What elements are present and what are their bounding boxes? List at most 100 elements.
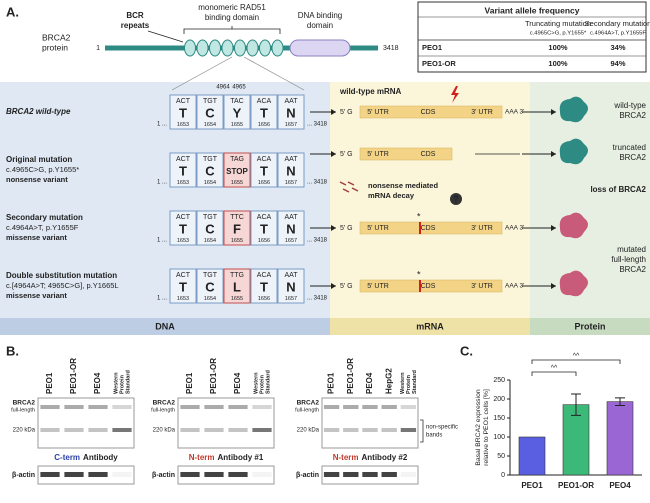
label: BRCA2: [619, 265, 646, 274]
amino-acid: N: [286, 105, 295, 120]
label: 220 kDa: [297, 428, 320, 434]
label: β-actin: [152, 472, 175, 479]
codon-box: [169, 94, 197, 130]
lane-label: Standard: [125, 370, 131, 394]
codon-position: 1653: [177, 180, 189, 186]
band: [362, 472, 378, 477]
label: mRNA decay: [368, 191, 415, 200]
label: β-actin: [12, 472, 35, 479]
amino-acid: T: [179, 279, 187, 294]
label: full-length: [11, 407, 35, 413]
label: 3' UTR: [471, 225, 493, 232]
y-tick-label: 50: [497, 453, 505, 460]
label: β-actin: [296, 472, 319, 479]
protein-blob: [559, 96, 588, 123]
band: [40, 405, 60, 409]
band: [228, 428, 248, 432]
y-tick-label: 150: [493, 415, 505, 422]
band: [88, 405, 108, 409]
codon: TAG: [230, 156, 244, 163]
codon-box: [169, 210, 197, 246]
band: [40, 428, 60, 432]
star: *: [417, 269, 421, 279]
label: binding domain: [205, 13, 259, 22]
label: c.4965C>G, p.Y1655*: [6, 165, 79, 174]
bar: [518, 436, 546, 476]
codon-box: [250, 152, 278, 188]
arrow-head: [551, 225, 556, 231]
label: protein: [42, 42, 68, 52]
label: ... 3418: [307, 180, 328, 186]
codon-position: 1657: [285, 180, 297, 186]
bracket: [420, 419, 424, 443]
label: 5' UTR: [367, 225, 389, 232]
codon: AAT: [284, 156, 298, 163]
label: wild-type: [613, 101, 646, 110]
codon-box: [169, 268, 197, 304]
band: [400, 472, 417, 477]
band: [180, 472, 200, 477]
band: [381, 428, 397, 432]
lane-label: Protein: [259, 374, 265, 394]
codon: AAT: [284, 272, 298, 279]
codon-position: 1656: [258, 296, 270, 302]
antibody-label: N-term Antibody #2: [333, 453, 408, 462]
label: full-length: [611, 255, 646, 264]
label: domain: [307, 21, 333, 30]
antibody-label: N-term Antibody #1: [189, 453, 264, 462]
antibody-name: Antibody: [83, 453, 118, 462]
label: loss of BRCA2: [590, 185, 646, 194]
codon: ACA: [257, 272, 272, 279]
amino-acid: T: [260, 105, 268, 120]
band: [64, 428, 84, 432]
protein-blob: [559, 270, 588, 297]
label: 5' G: [340, 225, 353, 232]
label: BRCA2: [153, 400, 176, 407]
label: c.4964A>T, p.Y1655F: [590, 31, 646, 37]
codon: TGT: [203, 214, 218, 221]
mrna-strip: [359, 147, 453, 161]
label: ... 3418: [307, 122, 328, 128]
lane-label: PEO1: [327, 372, 336, 394]
codon-position: 1653: [177, 238, 189, 244]
label: 5' UTR: [367, 151, 389, 158]
lane-label: Standard: [412, 370, 418, 394]
amino-acid: N: [286, 279, 295, 294]
codon-position: 1656: [258, 180, 270, 186]
blot-frame: [177, 465, 275, 485]
label: full-length: [151, 407, 175, 413]
label: repeats: [121, 21, 150, 30]
label: 1 ...: [157, 180, 167, 186]
section-footer: [0, 318, 330, 335]
label: 3418: [383, 45, 399, 52]
codon-box: [196, 210, 224, 246]
codon-box: [196, 268, 224, 304]
panel-label: A.: [6, 4, 19, 19]
decay-fragments: [339, 181, 359, 193]
label: nonsense mediated: [368, 181, 438, 190]
decay-mark-bg: [450, 193, 462, 205]
label: wild-type mRNA: [339, 87, 402, 96]
bcr-repeat: [246, 39, 259, 57]
mrna-strip: [359, 221, 503, 235]
band: [252, 428, 272, 432]
amino-acid: T: [260, 163, 268, 178]
label: PEO1: [422, 43, 442, 52]
antibody-name: Antibody #2: [362, 453, 408, 462]
mrna-strip: [359, 279, 503, 293]
antibody-region: N-term: [189, 453, 215, 462]
antibody-region: C-term: [54, 453, 80, 462]
codon-box: [223, 210, 251, 246]
codon-position: 1657: [285, 122, 297, 128]
label: 4965: [232, 85, 246, 91]
codon-box: [250, 210, 278, 246]
label: full-length: [295, 407, 319, 413]
label: BRCA2 wild-type: [6, 107, 71, 116]
band: [343, 472, 359, 477]
band: [88, 428, 108, 432]
band: [112, 405, 132, 409]
band: [381, 472, 397, 477]
label: BCR: [126, 11, 144, 20]
label: AAA 3': [505, 283, 524, 290]
lane-label: Western: [400, 372, 406, 394]
